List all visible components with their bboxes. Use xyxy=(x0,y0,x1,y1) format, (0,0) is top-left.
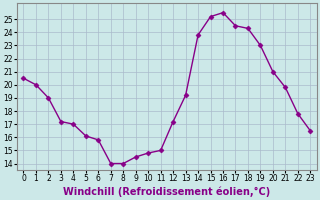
X-axis label: Windchill (Refroidissement éolien,°C): Windchill (Refroidissement éolien,°C) xyxy=(63,186,270,197)
